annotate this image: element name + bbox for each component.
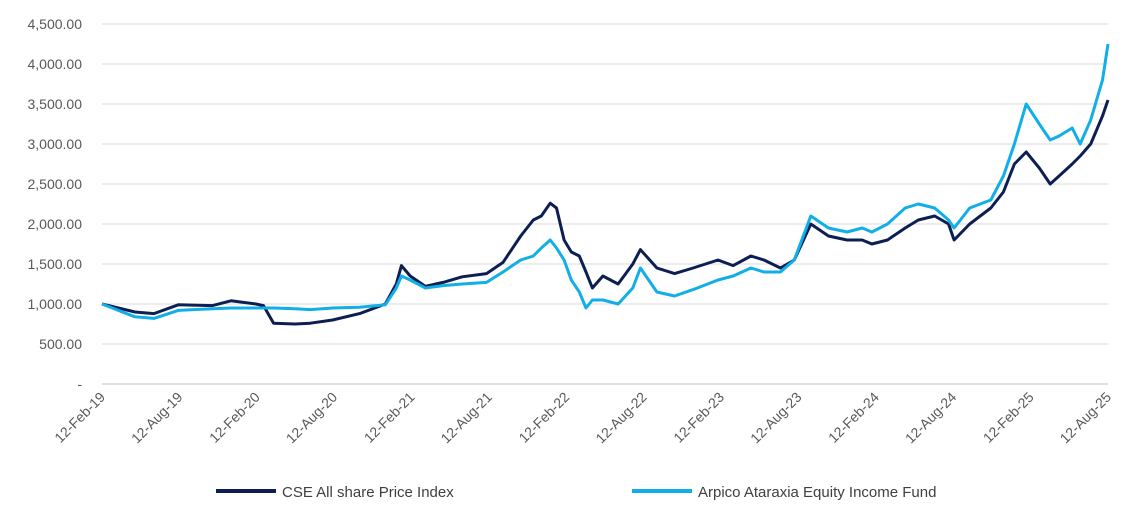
- y-tick-label: 1,500.00: [28, 256, 83, 272]
- legend-item-arpico: Arpico Ataraxia Equity Income Fund: [632, 484, 936, 501]
- x-tick-label: 12-Feb-24: [825, 389, 882, 446]
- y-tick-label: 4,500.00: [28, 16, 83, 32]
- x-tick-label: 12-Aug-22: [592, 389, 650, 447]
- y-tick-label: 2,500.00: [28, 176, 83, 192]
- legend-label-cse: CSE All share Price Index: [282, 484, 454, 501]
- series-lines: [101, 43, 1110, 326]
- x-tick-label: 12-Aug-20: [283, 389, 341, 447]
- x-tick-label: 12-Aug-25: [1057, 389, 1115, 447]
- y-tick-label: 3,500.00: [28, 96, 83, 112]
- y-tick-label: 1,000.00: [28, 296, 83, 312]
- x-tick-label: 12-Feb-21: [361, 389, 418, 446]
- x-tick-label: 12-Feb-23: [670, 389, 727, 446]
- y-tick-label: 500.00: [39, 336, 82, 352]
- y-tick-label: -: [77, 376, 82, 392]
- gridlines: [102, 23, 1108, 345]
- x-tick-label: 12-Aug-21: [437, 389, 495, 447]
- legend-label-arpico: Arpico Ataraxia Equity Income Fund: [698, 484, 936, 501]
- x-axis-tick-labels: 12-Feb-19 12-Aug-19 12-Feb-20 12-Aug-20 12-F…: [51, 389, 1114, 447]
- x-tick-label: 12-Aug-23: [747, 389, 805, 447]
- y-axis-tick-labels: - 500.00 1,000.00 1,500.00 2,000.00 2,500.00 3…: [28, 16, 83, 392]
- x-tick-label: 12-Feb-20: [206, 389, 263, 446]
- y-tick-label: 2,000.00: [28, 216, 83, 232]
- y-tick-label: 4,000.00: [28, 56, 83, 72]
- series-line-cse: [101, 99, 1110, 326]
- x-tick-label: 12-Feb-25: [980, 389, 1037, 446]
- x-tick-label: 12-Aug-19: [128, 389, 186, 447]
- x-tick-label: 12-Feb-19: [51, 389, 108, 446]
- series-line-arpico: [101, 43, 1110, 320]
- legend-item-cse: CSE All share Price Index: [216, 484, 454, 501]
- x-tick-label: 12-Feb-22: [515, 389, 572, 446]
- legend: CSE All share Price Index Arpico Ataraxi…: [216, 484, 936, 501]
- x-tick-label: 12-Aug-24: [902, 389, 960, 447]
- y-tick-label: 3,000.00: [28, 136, 83, 152]
